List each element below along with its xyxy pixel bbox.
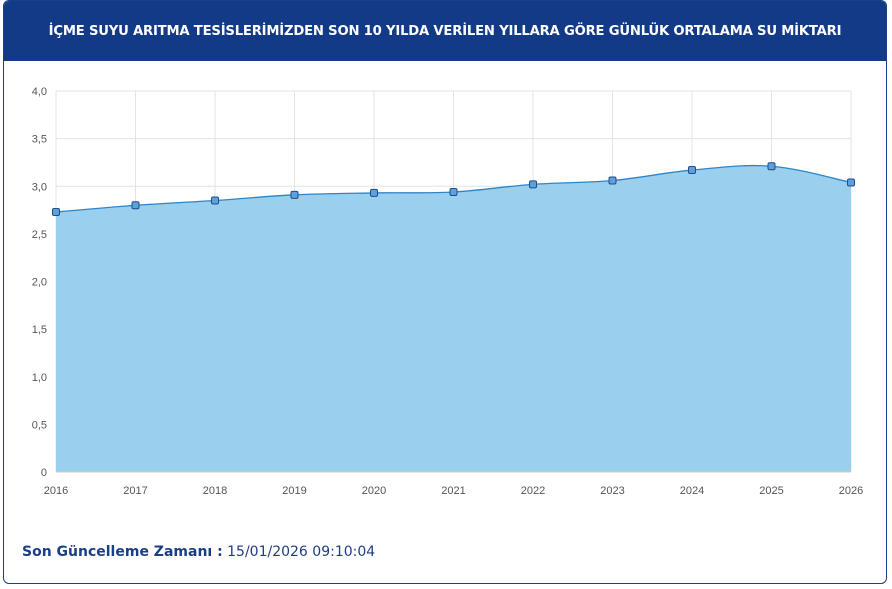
chart-title: İÇME SUYU ARITMA TESİSLERİMİZDEN SON 10 …: [48, 23, 842, 39]
x-tick-label: 2022: [521, 485, 545, 497]
y-tick-label: 3,5: [32, 134, 47, 146]
x-tick-label: 2024: [680, 485, 704, 497]
chart-header: İÇME SUYU ARITMA TESİSLERİMİZDEN SON 10 …: [4, 1, 886, 61]
y-tick-label: 2,5: [32, 229, 47, 241]
x-tick-label: 2025: [759, 485, 783, 497]
data-point: [767, 162, 776, 171]
data-point: [52, 207, 60, 216]
y-tick-label: 0,5: [32, 419, 47, 431]
y-tick-label: 4,0: [32, 86, 47, 98]
x-tick-label: 2023: [600, 485, 624, 497]
last-update-label: Son Güncelleme Zamanı :: [22, 544, 223, 560]
data-point: [529, 180, 537, 189]
x-tick-label: 2016: [44, 485, 68, 497]
x-tick-label: 2017: [123, 485, 147, 497]
x-tick-label: 2026: [839, 485, 863, 497]
data-point: [688, 166, 696, 175]
y-tick-label: 3,0: [32, 181, 47, 193]
x-tick-label: 2020: [362, 485, 386, 497]
last-update: Son Güncelleme Zamanı : 15/01/2026 09:10…: [22, 544, 375, 560]
data-point: [847, 178, 855, 187]
data-point: [131, 201, 140, 210]
data-point: [449, 187, 458, 196]
y-tick-label: 1,5: [32, 324, 47, 336]
x-tick-label: 2019: [282, 485, 306, 497]
data-point: [290, 190, 299, 199]
last-update-value: 15/01/2026 09:10:04: [227, 544, 376, 560]
data-point: [608, 176, 617, 185]
series-area: [56, 165, 851, 472]
y-tick-label: 1,0: [32, 372, 47, 384]
y-tick-label: 2,0: [32, 277, 47, 289]
x-tick-label: 2018: [203, 485, 227, 497]
data-point: [370, 188, 378, 197]
y-tick-label: 0: [41, 467, 47, 479]
x-tick-label: 2021: [441, 485, 465, 497]
data-point: [211, 196, 219, 205]
area-chart: 0 0,5 1,0 1,5 2,0 2,5 3,0 3,5 4,0 2016 2017 2018 201…: [32, 86, 864, 497]
chart-card: İÇME SUYU ARITMA TESİSLERİMİZDEN SON 10 …: [3, 0, 887, 584]
